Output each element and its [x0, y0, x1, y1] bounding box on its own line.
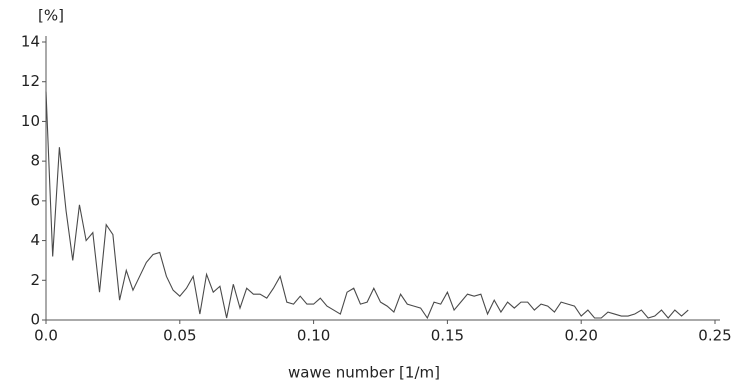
y-tick-label: 2	[30, 271, 40, 289]
x-tick-label: 0.05	[163, 327, 196, 345]
data-line	[45, 91, 689, 320]
y-tick-label: 6	[30, 191, 40, 209]
y-axis-label: [%]	[38, 7, 64, 25]
x-tick-label: 0.0	[34, 327, 58, 345]
x-tick-label: 0.10	[297, 327, 330, 345]
y-tick-label: 14	[21, 33, 40, 51]
x-tick-label: 0.20	[564, 327, 597, 345]
y-tick-label: 0	[30, 311, 40, 329]
y-tick-label: 4	[30, 231, 40, 249]
x-tick-label: 0.15	[431, 327, 464, 345]
x-tick-label: 0.25	[698, 327, 731, 345]
y-tick-label: 8	[30, 152, 40, 170]
x-axis-label: wawe number [1/m]	[288, 364, 440, 382]
y-tick-label: 12	[21, 72, 40, 90]
y-tick-label: 10	[21, 112, 40, 130]
